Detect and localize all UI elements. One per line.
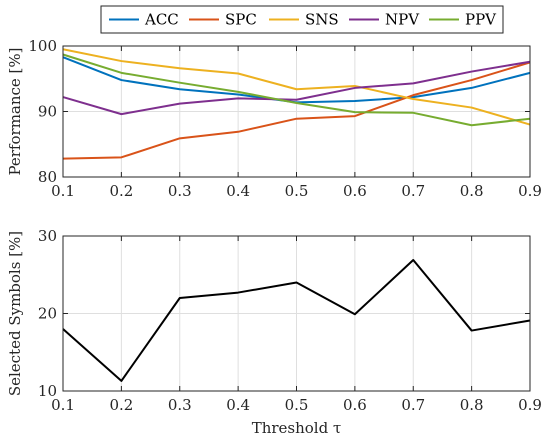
selected-symbols-series [62, 259, 531, 382]
selected-symbols-series-line [62, 259, 531, 382]
selected-symbols-y-tick-label: 20 [38, 305, 57, 323]
spc-legend-label: SPC [225, 11, 257, 29]
performance-y-tick-label: 100 [28, 37, 57, 55]
performance-x-tick-label: 0.4 [226, 182, 250, 200]
performance-x-tick-label: 0.5 [285, 182, 309, 200]
selected-symbols-y-axis-label: Selected Symbols [%] [6, 231, 24, 396]
selected-symbols-x-tick-label: 0.9 [518, 396, 542, 414]
sns-legend-label: SNS [305, 11, 339, 29]
selected-symbols-x-tick-label: 0.8 [460, 396, 484, 414]
spc-series-line [62, 61, 531, 160]
performance-ticks: 0.1 0.2 0.3 0.4 0.5 0.6 0.7 0.8 0.9 80 90 100 [28, 37, 542, 200]
selected-symbols-x-tick-label: 0.1 [51, 396, 75, 414]
selected-symbols-y-tick-label: 30 [38, 227, 57, 245]
performance-y-tick-label: 80 [38, 168, 57, 186]
performance-plot: 0.1 0.2 0.3 0.4 0.5 0.6 0.7 0.8 0.9 80 90 100 Perfo… [6, 37, 542, 200]
selected-symbols-x-tick-label: 0.2 [109, 396, 133, 414]
ppv-legend-label: PPV [465, 11, 497, 29]
performance-x-tick-label: 0.3 [168, 182, 192, 200]
performance-x-tick-label: 0.9 [518, 182, 542, 200]
sns-series-line [62, 48, 531, 126]
npv-legend-label: NPV [385, 11, 420, 29]
performance-x-tick-label: 0.6 [343, 182, 367, 200]
ppv-series-line [62, 53, 531, 127]
selected-symbols-y-tick-label: 10 [38, 382, 57, 400]
selected-symbols-x-tick-label: 0.7 [401, 396, 425, 414]
acc-legend-label: ACC [144, 11, 179, 29]
npv-series-line [62, 60, 531, 116]
selected-symbols-grid [63, 236, 530, 391]
performance-y-tick-label: 90 [38, 103, 57, 121]
selected-symbols-x-tick-label: 0.3 [168, 396, 192, 414]
selected-symbols-plot: 0.1 0.2 0.3 0.4 0.5 0.6 0.7 0.8 0.9 10 20 30 Select… [6, 227, 542, 437]
selected-symbols-ticks: 0.1 0.2 0.3 0.4 0.5 0.6 0.7 0.8 0.9 10 20 30 [38, 227, 542, 414]
selected-symbols-x-tick-label: 0.4 [226, 396, 250, 414]
selected-symbols-x-tick-label: 0.5 [285, 396, 309, 414]
performance-x-tick-label: 0.1 [51, 182, 75, 200]
legend: ACC SPC SNS NPV PPV [100, 5, 504, 34]
selected-symbols-x-tick-label: 0.6 [343, 396, 367, 414]
performance-x-tick-label: 0.7 [401, 182, 425, 200]
threshold-x-axis-label: Threshold τ [252, 419, 342, 437]
performance-x-tick-label: 0.8 [460, 182, 484, 200]
performance-y-axis-label: Performance [%] [6, 47, 24, 175]
performance-x-tick-label: 0.2 [109, 182, 133, 200]
performance-series [62, 48, 531, 160]
